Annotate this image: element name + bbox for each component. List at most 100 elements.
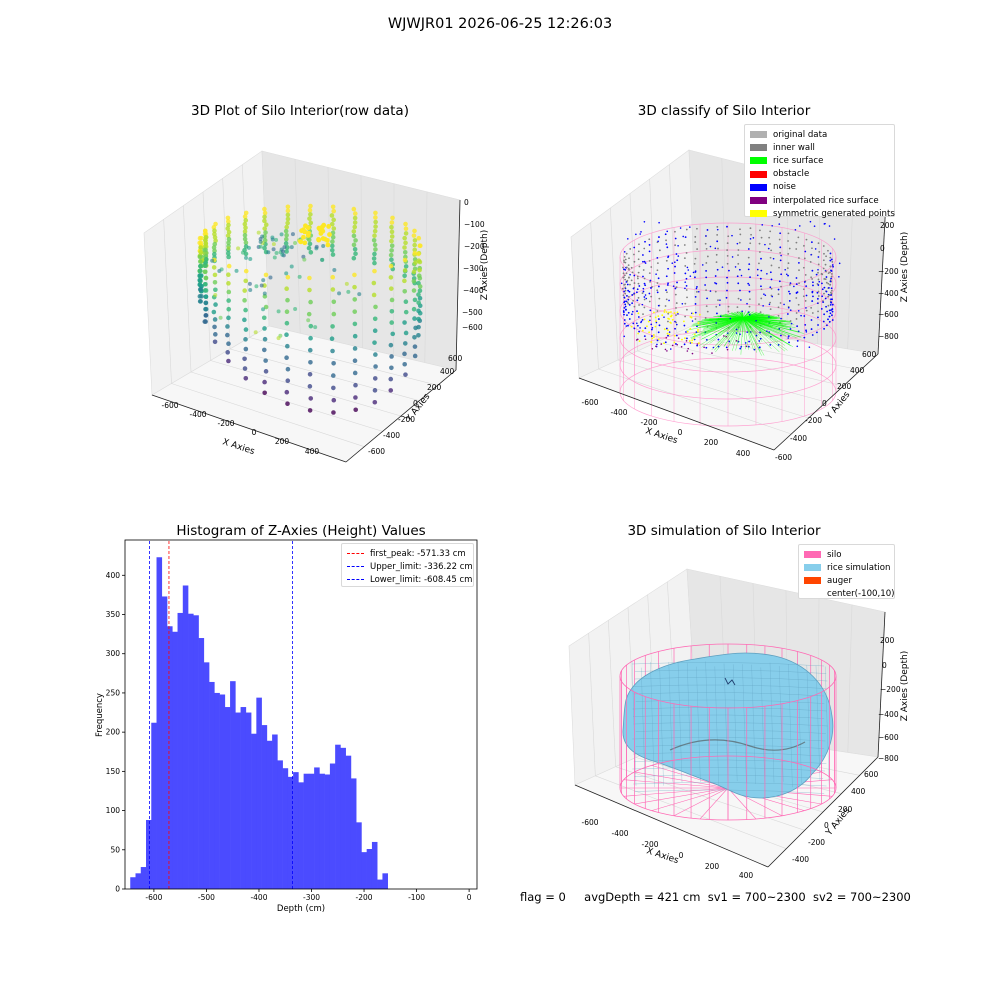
histogram-reference-lines: [149, 540, 293, 889]
point: [266, 250, 271, 255]
point: [769, 308, 772, 311]
point: [822, 301, 825, 303]
point: [758, 262, 760, 265]
point: [623, 335, 626, 338]
point: [825, 270, 827, 273]
point: [626, 301, 629, 304]
y-tick-label: 100: [106, 806, 121, 815]
point: [308, 212, 313, 217]
point: [745, 345, 748, 348]
legend-item: Lower_limit: -608.45 cm: [347, 573, 472, 586]
point: [372, 340, 377, 345]
point: [622, 311, 625, 314]
point: [683, 324, 686, 327]
point: [701, 264, 704, 266]
point: [831, 260, 834, 263]
point: [262, 294, 268, 299]
point: [830, 269, 832, 272]
point: [667, 329, 669, 332]
point: [643, 306, 646, 309]
point: [641, 292, 644, 295]
grid-line: [669, 164, 677, 334]
histogram-bar: [245, 712, 252, 889]
point: [283, 237, 289, 242]
status-line: flag = 0 avgDepth = 421 cm sv1 = 700~230…: [520, 890, 911, 904]
histogram-bar: [340, 747, 346, 889]
point: [402, 268, 408, 273]
point: [770, 287, 773, 290]
point: [632, 299, 635, 302]
point: [727, 235, 730, 238]
legend-item: rice surface: [750, 154, 889, 167]
point: [803, 315, 806, 317]
point: [352, 211, 358, 216]
point: [318, 231, 324, 236]
point: [263, 304, 269, 310]
point: [389, 320, 395, 325]
point: [682, 320, 685, 323]
point: [298, 239, 303, 244]
point: [779, 334, 782, 337]
point: [327, 232, 332, 237]
point: [802, 266, 805, 269]
point: [212, 280, 218, 285]
legend-label: obstacle: [773, 169, 810, 180]
point: [226, 289, 232, 295]
point: [810, 306, 813, 309]
silo-floor-spoke: [623, 787, 729, 797]
point: [243, 210, 249, 216]
point: [823, 278, 826, 280]
surface-ray: [718, 317, 744, 337]
grid-line: [222, 178, 231, 350]
point: [737, 282, 740, 285]
point: [661, 314, 664, 317]
point: [242, 288, 247, 293]
mesh-line: [635, 729, 827, 734]
grid-line: [163, 219, 172, 384]
histogram-bar: [140, 867, 147, 889]
legend-label: auger: [827, 575, 852, 586]
point: [417, 267, 422, 273]
point: [234, 268, 239, 273]
x-tick: 200: [275, 437, 290, 446]
point: [352, 220, 358, 225]
point: [684, 302, 687, 305]
x-tick: -400: [610, 408, 627, 417]
point: [734, 266, 737, 268]
point: [389, 365, 394, 371]
point: [830, 289, 833, 292]
histogram-legend: first_peak: -571.33 cm Upper_limit: -336…: [341, 543, 474, 587]
y-tick: -400: [790, 434, 807, 443]
y-tick: 400: [851, 787, 866, 796]
point: [817, 242, 820, 245]
point: [225, 324, 230, 329]
point: [236, 246, 241, 251]
point: [202, 281, 208, 287]
point: [749, 242, 752, 245]
point: [330, 287, 336, 292]
point: [306, 230, 312, 236]
point: [721, 266, 724, 268]
point: [676, 343, 679, 346]
point: [283, 228, 289, 234]
point: [716, 234, 719, 236]
z-tick: 0: [882, 661, 887, 670]
point: [648, 300, 651, 303]
point: [674, 293, 677, 296]
point: [622, 266, 624, 269]
point: [647, 320, 650, 323]
point: [768, 316, 770, 318]
mesh-line: [633, 692, 824, 697]
legend-label: silo: [827, 549, 842, 560]
point: [402, 341, 408, 346]
point: [828, 287, 830, 289]
point: [643, 318, 646, 321]
point: [262, 214, 267, 220]
z-tick: −200: [880, 685, 901, 694]
point: [687, 347, 690, 350]
legend-swatch: [750, 210, 767, 218]
y-tick-label: 400: [106, 571, 121, 580]
point: [402, 320, 407, 325]
surface-ray: [717, 315, 744, 319]
point: [694, 276, 696, 279]
